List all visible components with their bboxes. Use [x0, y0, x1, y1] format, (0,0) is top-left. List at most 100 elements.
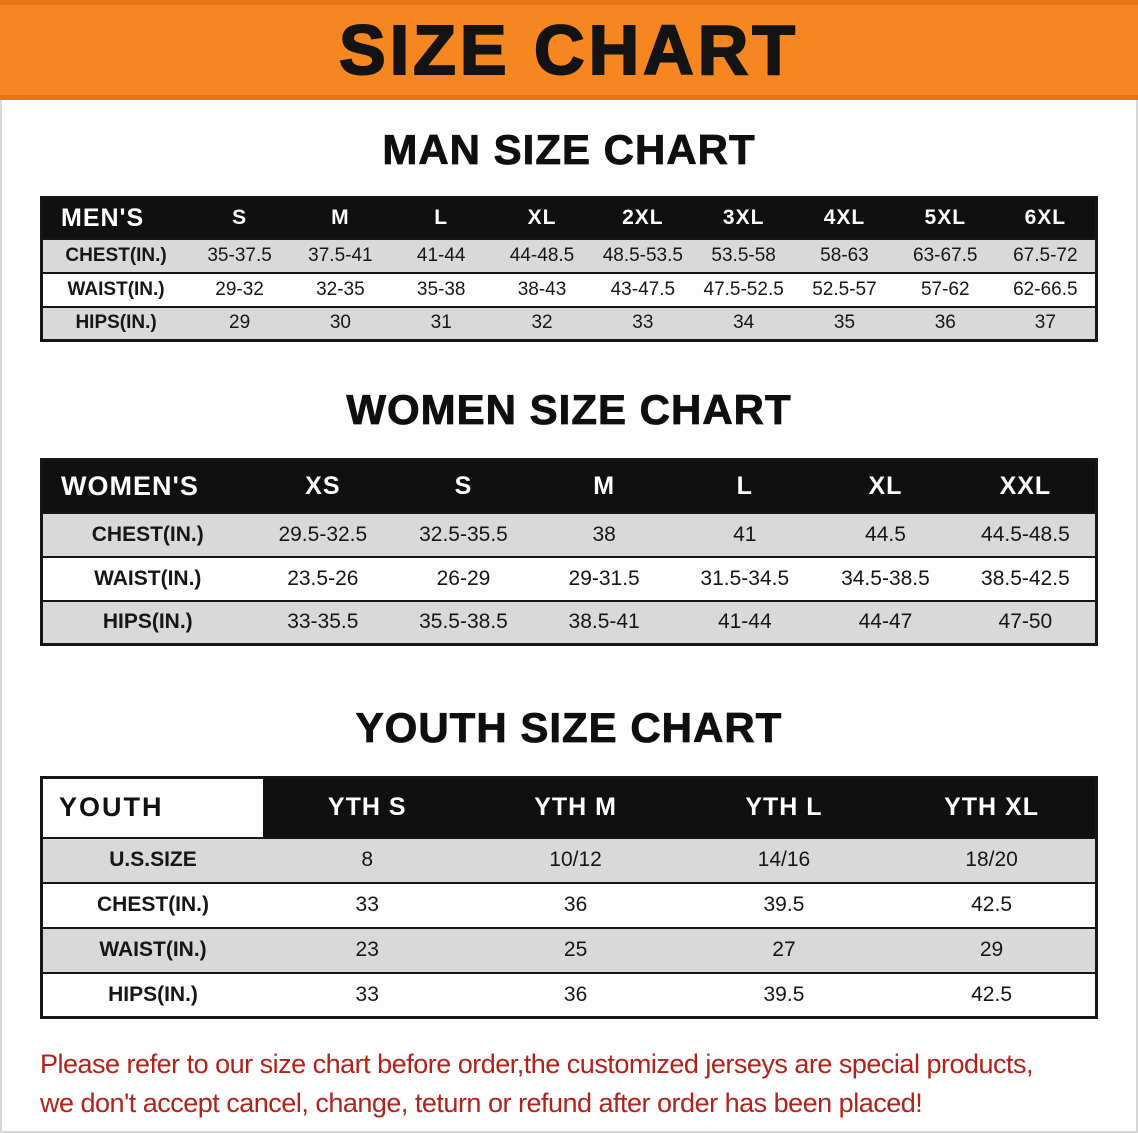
size-value-cell: 27	[772, 938, 796, 961]
size-value-cell: 25	[563, 938, 588, 961]
youth-waist-row: WAIST(IN.) 23 25 27 29	[41, 927, 1097, 973]
size-value-cell: 38-43	[517, 278, 567, 300]
row-label: CHEST(IN.)	[97, 893, 210, 916]
size-value-cell: 38.5-41	[568, 610, 640, 634]
note-line-2: we don't accept cancel, change, teturn o…	[40, 1088, 923, 1119]
youth-section: YOUTH SIZE CHART YOUTH YTH S YTH M YTH L…	[0, 704, 1138, 1019]
row-label: HIPS(IN.)	[75, 312, 157, 334]
size-value-cell: 35	[833, 312, 856, 334]
size-value-cell: 36	[563, 893, 588, 916]
size-value-cell: 57-62	[920, 278, 970, 300]
size-value-cell: 42.5	[971, 893, 1012, 916]
size-value-cell: 33	[632, 312, 654, 334]
row-label: U.S.SIZE	[109, 848, 197, 871]
size-value-cell: 31	[430, 312, 452, 334]
youth-header-row: YOUTH YTH S YTH M YTH L YTH XL	[41, 777, 1097, 838]
size-value-cell: 41-44	[717, 610, 772, 634]
size-header-cell: XXL	[955, 459, 1097, 513]
size-value-cell: 32-35	[316, 278, 365, 300]
size-header-cell: L	[390, 197, 492, 239]
men-table-title-cell: MEN'S	[41, 197, 190, 239]
row-label: WAIST(IN.)	[94, 566, 202, 590]
size-header-cell: XL	[491, 197, 593, 239]
men-header-row: MEN'S S M L XL 2XL 3XL 4XL 5XL 6XL	[41, 197, 1097, 239]
row-label: CHEST(IN.)	[91, 522, 204, 546]
size-value-cell: 37	[1034, 312, 1056, 334]
row-label: HIPS(IN.)	[108, 982, 198, 1006]
youth-section-heading: YOUTH SIZE CHART	[355, 704, 783, 752]
women-waist-row: WAIST(IN.) 23.5-26 26-29 29-31.5 31.5-34…	[41, 556, 1097, 601]
size-value-cell: 29-31.5	[568, 566, 640, 590]
size-value-cell: 36	[563, 982, 588, 1006]
size-header-cell: 4XL	[794, 197, 895, 239]
women-section: WOMEN SIZE CHART WOMEN'S XS S M L XL XXL…	[0, 386, 1138, 646]
size-value-cell: 29-32	[215, 278, 264, 300]
size-value-cell: 14/16	[757, 848, 811, 871]
size-value-cell: 29.5-32.5	[278, 522, 368, 546]
order-policy-note: Please refer to our size chart before or…	[40, 1045, 1138, 1123]
size-value-cell: 42.5	[971, 982, 1012, 1006]
size-value-cell: 39.5	[763, 893, 805, 916]
size-header-cell: XL	[815, 459, 956, 513]
size-header-cell: YTH L	[679, 777, 889, 838]
size-header-cell: S	[393, 459, 534, 513]
size-value-cell: 30	[329, 312, 351, 334]
size-header-cell: M	[533, 459, 675, 513]
size-value-cell: 29	[979, 938, 1004, 961]
size-header-cell: YTH S	[263, 777, 472, 838]
size-value-cell: 43-47.5	[610, 278, 676, 300]
size-header-cell: S	[189, 197, 290, 239]
size-value-cell: 33-35.5	[287, 610, 359, 634]
size-header-cell: 3XL	[693, 197, 795, 239]
women-hips-row: HIPS(IN.) 33-35.5 35.5-38.5 38.5-41 41-4…	[41, 600, 1097, 645]
size-value-cell: 38	[592, 522, 616, 546]
size-value-cell: 35.5-38.5	[419, 610, 508, 634]
row-label: CHEST(IN.)	[65, 244, 167, 266]
size-value-cell: 38.5-42.5	[981, 566, 1070, 590]
youth-hips-row: HIPS(IN.) 33 36 39.5 42.5	[41, 972, 1097, 1018]
size-value-cell: 62-66.5	[1013, 278, 1078, 300]
men-size-table: MEN'S S M L XL 2XL 3XL 4XL 5XL 6XL CHEST…	[40, 196, 1098, 342]
men-section-heading: MAN SIZE CHART	[382, 126, 756, 174]
size-value-cell: 18/20	[965, 848, 1018, 871]
size-value-cell: 33	[355, 893, 379, 916]
size-value-cell: 35-38	[416, 278, 466, 300]
size-value-cell: 31.5-34.5	[700, 566, 790, 590]
size-header-cell: M	[290, 197, 391, 239]
size-value-cell: 34.5-38.5	[841, 566, 930, 590]
size-value-cell: 44.5-48.5	[981, 522, 1070, 546]
size-value-cell: 48.5-53.5	[602, 244, 683, 266]
size-value-cell: 33	[355, 982, 379, 1006]
women-table-title-cell: WOMEN'S	[41, 459, 253, 513]
men-section: MAN SIZE CHART MEN'S S M L XL 2XL 3XL 4X…	[0, 126, 1138, 342]
size-value-cell: 34	[733, 312, 755, 334]
size-header-cell: L	[674, 459, 816, 513]
size-value-cell: 36	[934, 312, 956, 334]
size-value-cell: 37.5-41	[308, 244, 373, 266]
page-title: SIZE CHART	[338, 11, 799, 89]
size-value-cell: 32	[531, 312, 553, 334]
size-value-cell: 52.5-57	[812, 278, 877, 300]
size-value-cell: 44.5	[865, 522, 906, 546]
size-value-cell: 67.5-72	[1013, 244, 1078, 266]
women-chest-row: CHEST(IN.) 29.5-32.5 32.5-35.5 38 41 44.…	[41, 512, 1097, 557]
note-line-1: Please refer to our size chart before or…	[40, 1049, 1034, 1079]
size-value-cell: 23	[355, 938, 379, 961]
size-value-cell: 41	[733, 522, 757, 546]
size-value-cell: 53.5-58	[711, 244, 776, 266]
size-value-cell: 47-50	[998, 610, 1053, 634]
size-value-cell: 41-44	[416, 244, 466, 266]
size-value-cell: 8	[361, 848, 374, 871]
row-label: HIPS(IN.)	[102, 610, 193, 634]
men-waist-row: WAIST(IN.) 29-32 32-35 35-38 38-43 43-47…	[41, 272, 1097, 307]
size-header-cell: 2XL	[592, 197, 694, 239]
banner: SIZE CHART	[0, 0, 1138, 100]
youth-table-title-cell: YOUTH	[41, 777, 264, 838]
size-value-cell: 63-67.5	[913, 244, 978, 266]
size-value-cell: 44-47	[858, 610, 913, 634]
size-value-cell: 10/12	[549, 848, 602, 871]
women-size-table: WOMEN'S XS S M L XL XXL CHEST(IN.) 29.5-…	[40, 458, 1098, 646]
youth-chest-row: CHEST(IN.) 33 36 39.5 42.5	[41, 882, 1097, 928]
size-header-cell: 6XL	[995, 197, 1097, 239]
row-label: WAIST(IN.)	[67, 278, 165, 300]
